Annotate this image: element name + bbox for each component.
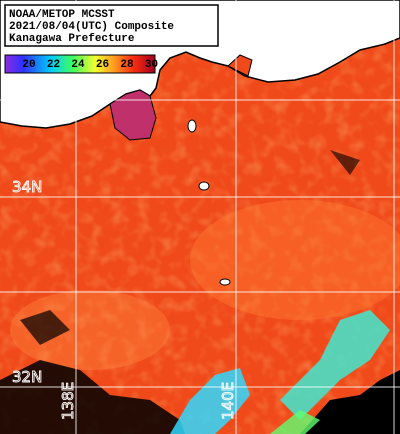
cloud bbox=[300, 370, 400, 434]
latitude-label: 34N bbox=[12, 178, 42, 196]
cloud bbox=[0, 360, 185, 434]
cool-water bbox=[280, 310, 390, 420]
cool-water bbox=[170, 368, 250, 434]
island bbox=[219, 278, 231, 286]
colorbar bbox=[4, 54, 156, 74]
colorbar-label: 30 bbox=[145, 59, 158, 71]
header-box bbox=[4, 4, 219, 47]
latitude-label: 32N bbox=[12, 368, 42, 386]
colorbar-label: 28 bbox=[120, 59, 134, 71]
longitude-label: 140E bbox=[219, 382, 237, 420]
warm-patch bbox=[190, 200, 400, 320]
cool-water bbox=[270, 410, 320, 434]
island bbox=[187, 119, 197, 133]
longitude-label: 138E bbox=[59, 382, 77, 420]
island bbox=[198, 181, 210, 191]
header-line: NOAA/METOP MCSST bbox=[9, 9, 115, 21]
colorbar-label: 26 bbox=[96, 59, 109, 71]
cloud bbox=[20, 310, 70, 345]
cloud bbox=[330, 150, 360, 175]
colorbar-labels: 20 22 24 26 28 30 bbox=[22, 59, 158, 71]
header-line: 2021/08/04(UTC) Composite bbox=[9, 21, 174, 33]
header-line: Kanagawa Prefecture bbox=[9, 33, 135, 45]
colorbar-label: 20 bbox=[22, 59, 35, 71]
colorbar-label: 22 bbox=[47, 59, 60, 71]
bay bbox=[109, 89, 157, 141]
colorbar-label: 24 bbox=[71, 59, 85, 71]
